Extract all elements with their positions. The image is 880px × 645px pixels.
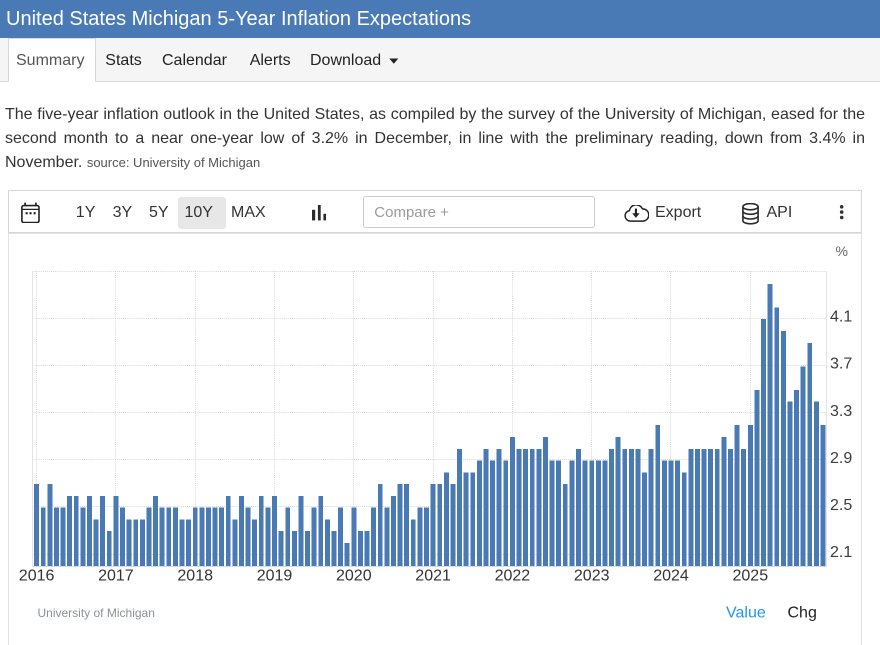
svg-text:2016: 2016: [19, 568, 55, 585]
svg-text:3.7: 3.7: [830, 356, 852, 373]
svg-text:%: %: [836, 243, 848, 259]
svg-text:3.3: 3.3: [830, 403, 852, 420]
svg-text:University of Michigan: University of Michigan: [38, 606, 155, 620]
svg-text:4.1: 4.1: [830, 309, 852, 326]
svg-text:2022: 2022: [495, 568, 531, 585]
svg-text:2020: 2020: [336, 568, 372, 585]
svg-text:2024: 2024: [653, 568, 689, 585]
svg-text:2021: 2021: [415, 568, 451, 585]
svg-text:2025: 2025: [733, 568, 769, 585]
svg-text:Chg: Chg: [788, 605, 817, 622]
svg-text:2018: 2018: [177, 568, 213, 585]
svg-text:2023: 2023: [574, 568, 610, 585]
svg-text:2.5: 2.5: [830, 497, 852, 514]
svg-text:2.9: 2.9: [830, 450, 852, 467]
svg-text:2019: 2019: [257, 568, 293, 585]
svg-text:2.1: 2.1: [830, 544, 852, 561]
svg-text:Value: Value: [726, 605, 766, 622]
svg-text:2017: 2017: [98, 568, 134, 585]
